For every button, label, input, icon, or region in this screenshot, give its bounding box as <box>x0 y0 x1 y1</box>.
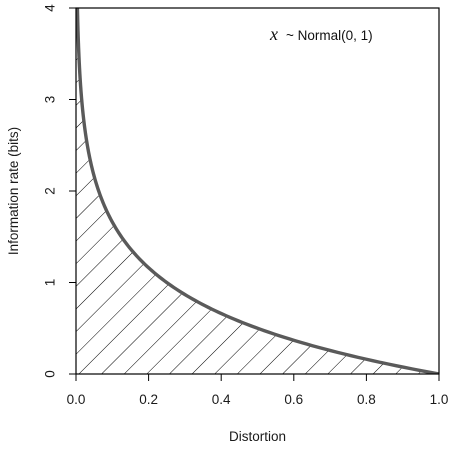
rate-distortion-area <box>76 8 439 374</box>
y-tick-label: 3 <box>43 96 58 104</box>
annotation-variable: x <box>269 24 278 44</box>
x-tick-label: 0.8 <box>357 392 376 407</box>
x-tick-label: 0.4 <box>212 392 231 407</box>
y-tick-label: 1 <box>43 279 58 287</box>
x-tick-label: 0.6 <box>284 392 303 407</box>
x-tick-label: 0.2 <box>139 392 158 407</box>
x-axis-label: Distortion <box>229 429 286 444</box>
x-axis: 0.0 0.2 0.4 0.6 0.8 1.0 <box>67 374 449 407</box>
y-axis: 0 1 2 3 4 <box>43 4 76 378</box>
y-tick-label: 4 <box>43 4 58 12</box>
annotation-distribution: ~ Normal(0, 1) <box>286 28 373 43</box>
y-tick-label: 0 <box>43 370 58 378</box>
y-axis-label: Information rate (bits) <box>6 127 21 255</box>
rate-distortion-curve <box>76 8 439 374</box>
x-tick-label: 1.0 <box>430 392 449 407</box>
y-tick-label: 2 <box>43 187 58 195</box>
x-tick-label: 0.0 <box>67 392 86 407</box>
plot-area <box>76 8 439 374</box>
